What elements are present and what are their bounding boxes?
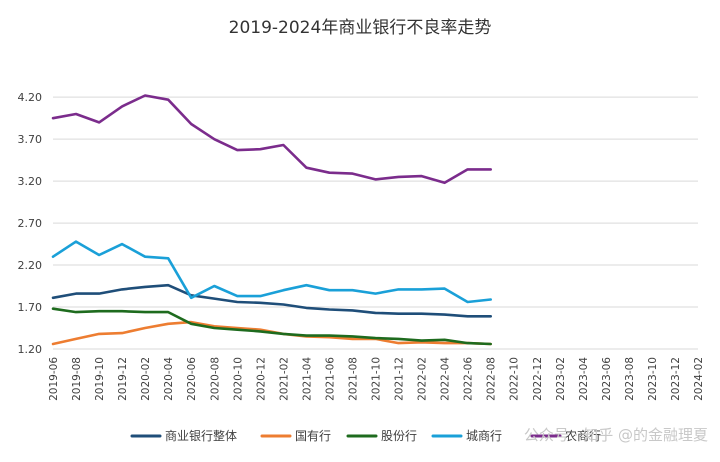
x-tick-label: 2022-06	[463, 357, 475, 401]
y-tick-label: 4.20	[18, 91, 43, 104]
x-tick-label: 2020-08	[209, 357, 221, 401]
x-tick-label: 2022-10	[509, 357, 521, 401]
x-tick-label: 2023-10	[647, 357, 659, 401]
x-tick-label: 2019-12	[117, 357, 129, 401]
series-line-2	[51, 307, 492, 346]
x-tick-label: 2021-02	[278, 357, 290, 401]
x-tick-label: 2021-12	[394, 357, 406, 401]
x-tick-label: 2020-02	[140, 357, 152, 401]
series-lines	[51, 94, 492, 346]
x-tick-label: 2019-06	[48, 357, 60, 401]
y-tick-label: 3.20	[18, 175, 43, 188]
watermark: 公众号 · 知乎 @的金融理夏	[524, 426, 708, 444]
x-tick-label: 2022-02	[417, 357, 429, 401]
x-tick-label: 2022-04	[440, 357, 452, 401]
x-tick-label: 2020-06	[186, 357, 198, 401]
x-tick-label: 2024-02	[693, 357, 705, 401]
x-tick-label: 2023-04	[578, 357, 590, 401]
y-tick-label: 1.20	[18, 343, 43, 356]
x-tick-label: 2023-06	[601, 357, 613, 401]
series-line-0	[51, 283, 492, 318]
y-tick-label: 2.20	[18, 259, 43, 272]
x-axis-ticks: 2019-06 2019-08 2019-10 2019-12 2020-02 2020-…	[48, 357, 705, 401]
legend-label-3: 城商行	[466, 428, 502, 443]
legend-label-1: 国有行	[295, 429, 331, 443]
x-tick-label: 2022-08	[486, 357, 498, 401]
y-tick-label: 1.70	[18, 301, 43, 314]
x-tick-label: 2023-08	[624, 357, 636, 401]
x-tick-label: 2023-02	[555, 357, 567, 401]
x-tick-label: 2021-08	[347, 357, 359, 401]
series-line-3	[51, 240, 492, 304]
x-tick-label: 2019-10	[94, 357, 106, 401]
chart-title: 2019-2024年商业银行不良率走势	[229, 18, 492, 38]
x-tick-label: 2020-04	[163, 357, 175, 401]
x-tick-label: 2020-10	[232, 357, 244, 401]
legend-label-0: 商业银行整体	[165, 428, 237, 443]
y-tick-label: 3.70	[18, 133, 43, 146]
legend: 商业银行整体 国有行 股份行 城商行 农商行	[130, 428, 601, 443]
x-tick-label: 2022-12	[532, 357, 544, 401]
x-tick-label: 2021-04	[301, 357, 313, 401]
x-tick-label: 2020-12	[255, 357, 267, 401]
x-tick-label: 2021-06	[324, 357, 336, 401]
legend-label-4: 农商行	[565, 428, 601, 443]
y-tick-label: 2.70	[18, 217, 43, 230]
legend-label-2: 股份行	[381, 429, 417, 443]
x-tick-label: 2019-08	[71, 357, 83, 401]
y-axis-ticks: 1.20 1.70 2.20 2.70 3.20 3.70 4.20	[18, 91, 43, 356]
series-line-4	[51, 94, 492, 185]
x-tick-label: 2021-10	[371, 357, 383, 401]
x-tick-label: 2023-12	[670, 357, 682, 401]
